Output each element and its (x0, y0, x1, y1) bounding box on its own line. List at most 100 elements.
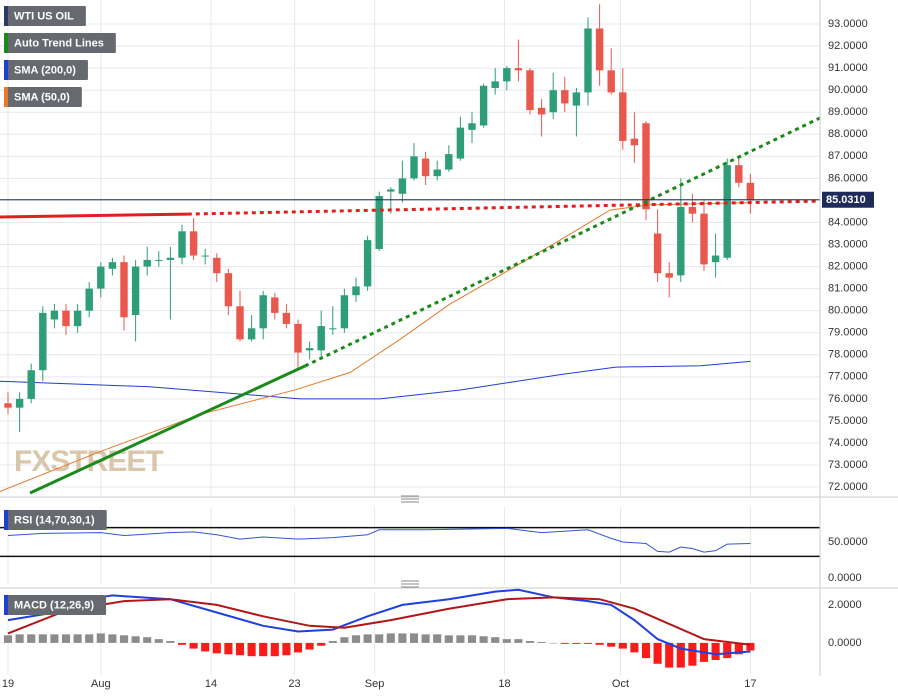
legend-label: RSI (14,70,30,1) (14, 514, 95, 526)
candle-body (468, 123, 476, 130)
histogram-bar (607, 642, 616, 647)
candle-body (398, 178, 407, 194)
histogram-bar (433, 634, 442, 643)
candle-body (711, 255, 720, 263)
x-tick-label: 17 (744, 678, 756, 690)
candle-body (4, 403, 12, 408)
candle-body (572, 92, 581, 106)
histogram-bar (641, 642, 651, 659)
candle-body (561, 90, 569, 104)
plot-layer: 19 Aug 14 23 Sep 18 Oct 17 72.0000 73.0000 74.0000… (0, 0, 874, 690)
histogram-bar (317, 642, 326, 646)
candle-body (317, 326, 325, 351)
histogram-bar (746, 642, 755, 651)
y-tick-label: 87.0000 (828, 150, 868, 162)
histogram-bar (224, 642, 233, 655)
candle-body (236, 306, 244, 340)
histogram-bar (595, 642, 604, 645)
sma-line (0, 360, 751, 400)
histogram-bar (711, 642, 720, 660)
histogram-bar (3, 635, 13, 643)
histogram-bar (537, 641, 546, 643)
y-tick-label: 92.0000 (828, 40, 868, 52)
legend-box (4, 87, 82, 107)
x-tick-label: Oct (612, 678, 629, 690)
legend-swatch (4, 6, 8, 26)
candle-body (39, 312, 47, 371)
candle-body (700, 213, 708, 265)
histogram-bar (630, 642, 639, 653)
candle-body (294, 323, 302, 353)
legend-box (4, 33, 116, 53)
candle-body (166, 257, 175, 260)
candle-body (259, 295, 267, 329)
histogram-bar (549, 642, 558, 644)
candle-body (677, 207, 685, 276)
candle-body (108, 262, 117, 269)
histogram-bar (409, 633, 419, 643)
last-price-box (822, 191, 874, 208)
legend-label: SMA (200,0) (14, 64, 76, 76)
histogram-bar (560, 642, 569, 644)
histogram-bar (235, 642, 245, 656)
histogram-bar (572, 642, 581, 644)
histogram-bar (723, 642, 732, 659)
y-tick-label: 79.0000 (828, 327, 868, 339)
histogram-bar (525, 641, 535, 643)
candle-body (491, 81, 499, 88)
legend-box (4, 6, 86, 26)
y-tick-label: 75.0000 (828, 415, 868, 427)
candle-body (549, 90, 557, 113)
histogram-bar (201, 642, 210, 652)
candle-body (305, 348, 314, 351)
histogram-bar (328, 641, 337, 643)
histogram-bar (514, 639, 523, 643)
histogram-bar (676, 642, 685, 668)
histogram-bar (154, 639, 163, 643)
histogram-bar (734, 642, 743, 655)
candle-body (352, 286, 360, 296)
candle-body (15, 398, 24, 408)
candle-body (155, 259, 163, 261)
candle-body (421, 158, 430, 177)
legend-swatch (4, 595, 8, 615)
drag-handle[interactable] (401, 495, 419, 588)
histogram-bar (15, 634, 24, 643)
histogram-bar (177, 642, 187, 645)
candle-body (97, 266, 105, 289)
legend-swatch (4, 510, 8, 530)
histogram-bar (61, 634, 71, 643)
candle-body (62, 310, 70, 327)
legend-swatch (4, 60, 8, 80)
legend-item: SMA (50,0) (4, 87, 82, 107)
histogram-bar (386, 633, 395, 643)
y-tick-label: 90.0000 (828, 84, 868, 96)
histogram-bar (119, 635, 129, 643)
candle-body (282, 312, 291, 324)
candle-body (178, 231, 186, 258)
histogram-bar (108, 634, 117, 643)
histogram-bar (502, 639, 511, 643)
y-tick-label: 83.0000 (828, 238, 868, 250)
candle-body (329, 328, 337, 330)
candle-body (375, 196, 383, 249)
y-tick-label: 0.0000 (828, 637, 862, 649)
legend-box (4, 595, 107, 615)
legend-item: RSI (14,70,30,1) (4, 510, 107, 530)
candle-body (445, 154, 453, 170)
histogram-bar (212, 642, 221, 654)
histogram-bar (618, 642, 627, 649)
macd-line (7, 596, 751, 646)
candle-body (27, 370, 35, 399)
trend-line (187, 199, 821, 216)
last-price-label: 85.0310 (826, 194, 866, 206)
y-tick-label: 2.0000 (828, 599, 862, 611)
histogram-bar (166, 641, 175, 643)
y-tick-label: 74.0000 (828, 437, 868, 449)
candle-body (735, 165, 743, 183)
x-tick-label: 23 (288, 678, 300, 690)
candle-body (688, 207, 697, 214)
candle-body (189, 231, 198, 256)
